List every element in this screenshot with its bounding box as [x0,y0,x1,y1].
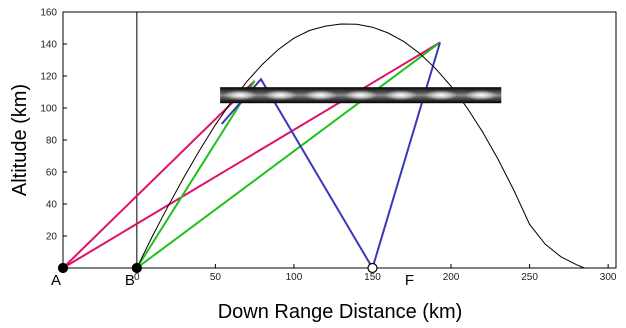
ground-point-label: B [125,272,135,289]
y-tick-label: 100 [40,104,57,115]
x-tick-label: 50 [210,272,222,283]
band-glow [303,90,338,101]
ground-point-marker [131,262,142,274]
x-tick-label: 250 [521,272,538,283]
x-tick-label: 100 [286,272,303,283]
trajectory-curve [136,23,585,269]
ground-point-label: A [51,272,61,289]
x-tick-label: 150 [364,272,381,283]
band-glow [263,90,298,101]
x-tick-label: 300 [600,272,617,283]
atmospheric-layer-band [220,87,502,104]
y-tick-label: 120 [40,72,57,83]
y-tick-label: 140 [40,40,57,51]
sight-rays [62,41,442,269]
sight-ray [371,42,442,269]
sight-ray [62,80,256,269]
sight-ray [62,41,441,269]
axis-ticks: 0 50 100 150 200 250 300 20 40 60 80 100 120 140 160 [40,8,617,284]
ground-point-label: F [405,272,414,289]
plot-frame [62,11,617,269]
y-tick-label: 40 [46,200,58,211]
band-glow [464,90,499,101]
y-tick-label: 160 [40,8,57,19]
sight-ray [135,80,256,269]
sight-ray [136,41,441,269]
ground-point-marker [367,262,378,274]
y-axis-title: Altitude (km) [9,84,31,196]
y-tick-label: 80 [46,136,58,147]
band-glow [384,90,418,101]
sight-ray [220,77,374,269]
band-glow [343,90,378,101]
ground-point-marker [57,262,69,274]
y-tick-label: 20 [46,232,58,243]
x-axis-title: Down Range Distance (km) [218,301,463,323]
band-glow [223,90,258,101]
x-tick-label: 200 [443,272,460,283]
y-tick-label: 60 [46,168,58,179]
x-tick-label: 0 [134,272,140,283]
band-glow [424,90,458,101]
